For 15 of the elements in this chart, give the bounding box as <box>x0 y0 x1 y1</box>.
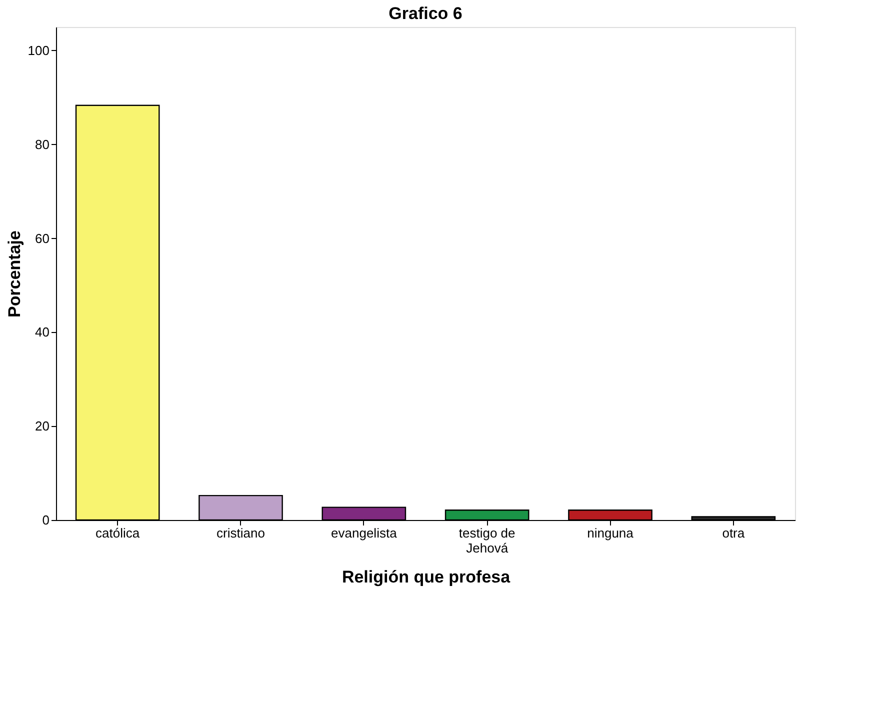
x-tick-label: ninguna <box>587 526 634 540</box>
x-tick-label: católica <box>96 526 140 540</box>
y-tick-label: 0 <box>42 512 50 528</box>
y-tick-label: 100 <box>28 42 50 58</box>
y-tick-label: 60 <box>35 230 50 246</box>
x-axis-title: Religión que profesa <box>342 568 511 586</box>
x-tick-label: cristiano <box>216 526 265 540</box>
chart-title: Grafico 6 <box>388 4 462 23</box>
y-tick-label: 80 <box>35 136 50 152</box>
x-tick-label: testigo de Jehová <box>458 526 516 556</box>
y-tick-label: 40 <box>35 324 50 340</box>
y-tick-label: 20 <box>35 418 50 434</box>
x-tick-label: evangelista <box>331 526 398 540</box>
x-tick-label: otra <box>722 526 746 540</box>
y-axis-title: Porcentaje <box>4 230 24 318</box>
